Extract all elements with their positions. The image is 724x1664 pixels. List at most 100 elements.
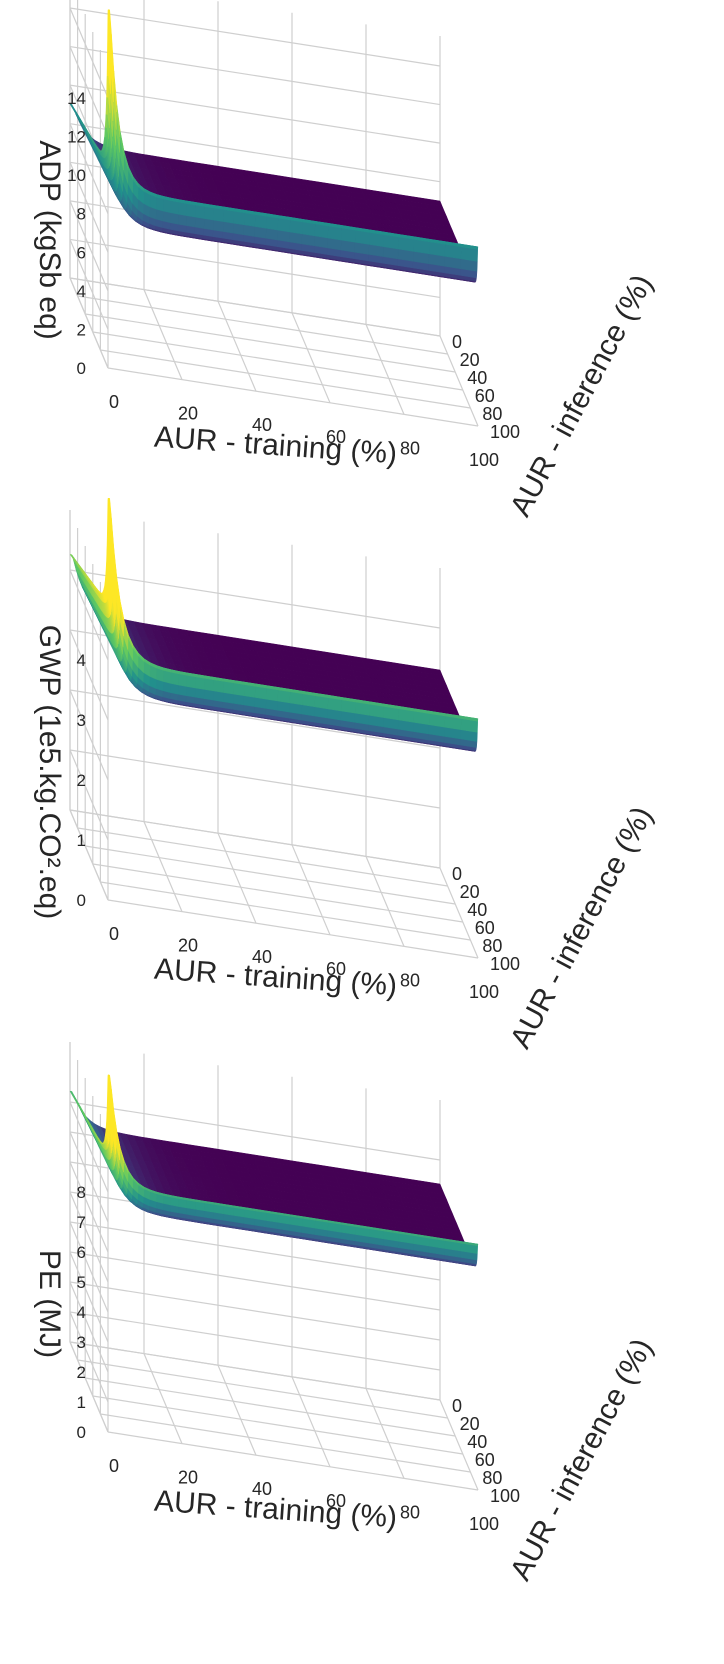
surface-cell: [213, 220, 223, 231]
surface-cell: [223, 210, 234, 224]
surface-cell: [107, 26, 108, 51]
surface: [70, 10, 478, 283]
inference-tick-label: 0: [452, 332, 462, 352]
surface-cell: [156, 197, 163, 211]
back-wall-gridline: [70, 1342, 440, 1400]
surface-cell: [223, 222, 234, 234]
floor-gridline: [366, 324, 404, 414]
surface-cell: [108, 10, 109, 14]
x-tick-label: 100: [469, 982, 499, 1002]
x-tick-label: 0: [109, 392, 119, 412]
surface-cell: [266, 688, 278, 701]
surface-cell: [170, 683, 178, 694]
surface-cell: [315, 696, 328, 709]
z-tick-label: 0: [77, 891, 86, 910]
z-tick-label: 6: [77, 243, 86, 262]
surface-cell: [107, 51, 108, 76]
inference-tick-label: 60: [475, 386, 495, 406]
surface-cell: [223, 693, 234, 704]
z-tick-label: 0: [77, 1423, 86, 1442]
z-tick-label: 0: [77, 359, 86, 378]
z-tick-label: 1: [77, 831, 86, 850]
surface-cell: [108, 501, 109, 509]
z-tick-label: 2: [77, 320, 86, 339]
surface-cell: [204, 219, 214, 230]
x-tick-label: 0: [109, 1456, 119, 1476]
surface: [70, 1075, 478, 1266]
inference-tick-label: 20: [460, 1414, 480, 1434]
floor-gridline: [78, 1360, 448, 1418]
x-axis-label: AUR - training (%): [153, 421, 398, 471]
surface-cell: [108, 498, 109, 500]
floor-gridline: [366, 1388, 404, 1478]
surface-cell: [178, 214, 187, 225]
floor-gridline: [100, 882, 470, 940]
inference-tick-label: 40: [467, 368, 487, 388]
floor-gridline: [100, 1414, 470, 1472]
z-axis-label: ADP (kgSb eq): [33, 140, 66, 340]
left-wall-gridline: [70, 810, 108, 900]
z-axis-label: GWP (1e5.kg.CO².eq): [33, 625, 66, 920]
surface-cell: [233, 694, 244, 705]
z-tick-label: 8: [77, 1183, 86, 1202]
back-wall-gridline: [70, 1252, 440, 1310]
surface-cell: [244, 213, 255, 227]
z-axis-label: PE (MJ): [33, 1250, 66, 1358]
y-axis-label: AUR - inference (%): [504, 269, 659, 521]
floor-gridline: [100, 350, 470, 408]
surface-cell: [244, 685, 255, 698]
surface-cell: [204, 678, 214, 691]
inference-tick-label: 20: [460, 882, 480, 902]
surface-cell: [290, 692, 303, 705]
x-axis-label: AUR - training (%): [153, 1485, 398, 1535]
surface-cell: [108, 1075, 109, 1077]
floor-grid: [70, 1342, 478, 1490]
floor-gridline: [93, 332, 463, 390]
floor-gridline: [144, 822, 182, 912]
floor-gridline: [85, 846, 455, 904]
z-tick-label: 4: [77, 282, 86, 301]
surface-cell: [255, 215, 267, 229]
surface-cell: [234, 211, 245, 225]
back-wall-gridline: [70, 8, 440, 66]
inference-tick-label: 40: [467, 1432, 487, 1452]
floor-gridline: [144, 290, 182, 380]
surface-cell: [195, 205, 204, 219]
floor-gridline: [218, 833, 256, 923]
surface-cell: [171, 672, 179, 685]
surface-cell: [171, 201, 179, 215]
surface-cell: [107, 1097, 108, 1110]
floor-gridline: [93, 864, 463, 922]
surface-cell: [213, 691, 223, 702]
surface-cell: [302, 694, 315, 707]
floor-gridline: [85, 1378, 455, 1436]
back-wall-gridline: [70, 810, 440, 868]
z-tick-label: 7: [77, 1213, 86, 1232]
surface-cell: [369, 233, 384, 247]
surface-cell: [328, 226, 342, 240]
surface-cell: [195, 677, 204, 690]
surface-cell: [278, 218, 290, 232]
surface-cell: [244, 225, 255, 237]
inference-tick-label: 80: [482, 404, 502, 424]
z-tick-label: 2: [77, 1363, 86, 1382]
surface-cell: [170, 213, 178, 225]
left-wall-gridline: [70, 750, 108, 840]
x-tick-label: 80: [400, 970, 420, 990]
inference-tick-label: 80: [482, 936, 502, 956]
surface-cell: [302, 222, 315, 236]
y-axis-label: AUR - inference (%): [504, 1333, 659, 1585]
floor-gridline: [108, 368, 478, 426]
floor-gridline: [144, 1354, 182, 1444]
surface-cell: [204, 207, 214, 221]
surface-cell: [108, 14, 109, 27]
surface-cell: [163, 199, 171, 213]
inference-tick-label: 0: [452, 864, 462, 884]
left-wall-gridline: [70, 630, 108, 720]
surface-cell: [214, 208, 224, 222]
z-tick-label: 2: [77, 771, 86, 790]
